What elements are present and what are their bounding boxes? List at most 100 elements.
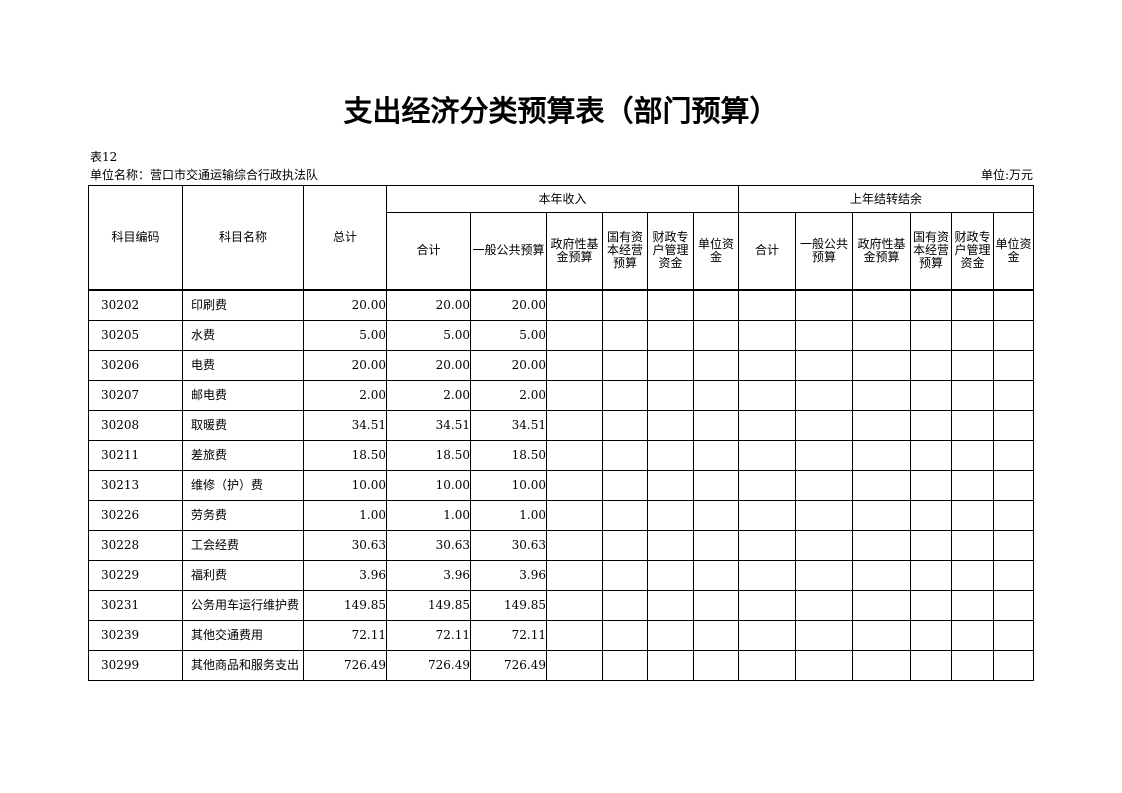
cell-empty xyxy=(795,499,853,531)
cell-empty xyxy=(693,288,739,321)
table-row: 30299 其他商品和服务支出 726.49 726.49 726.49 xyxy=(88,649,1034,681)
cell-empty xyxy=(693,439,739,471)
cell-empty xyxy=(546,619,603,651)
subheader-g1-5: 单位资金 xyxy=(693,212,739,290)
cell-name: 取暖费 xyxy=(182,409,304,441)
cell-empty xyxy=(993,379,1034,411)
cell-total: 34.51 xyxy=(303,409,387,441)
cell-empty xyxy=(647,288,694,321)
table-row: 30211 差旅费 18.50 18.50 18.50 xyxy=(88,439,1034,471)
cell-empty xyxy=(951,379,994,411)
table-row: 30231 公务用车运行维护费 149.85 149.85 149.85 xyxy=(88,589,1034,621)
page-title: 支出经济分类预算表（部门预算） xyxy=(343,94,779,128)
cell-empty xyxy=(602,379,648,411)
cell-code: 30205 xyxy=(88,319,183,351)
cell-empty xyxy=(993,559,1034,591)
cell-empty xyxy=(951,649,994,681)
money-unit: 单位:万元 xyxy=(980,168,1033,182)
cell-empty xyxy=(647,469,694,501)
cell-sum: 1.00 xyxy=(386,499,471,531)
cell-empty xyxy=(852,409,911,441)
cell-empty xyxy=(602,529,648,561)
cell-total: 2.00 xyxy=(303,379,387,411)
cell-empty xyxy=(993,439,1034,471)
cell-name: 公务用车运行维护费 xyxy=(182,589,304,621)
table-row: 30206 电费 20.00 20.00 20.00 xyxy=(88,349,1034,381)
cell-total: 20.00 xyxy=(303,288,387,321)
cell-empty xyxy=(738,559,796,591)
cell-sum: 3.96 xyxy=(386,559,471,591)
cell-empty xyxy=(795,529,853,561)
cell-code: 30229 xyxy=(88,559,183,591)
cell-empty xyxy=(993,619,1034,651)
cell-total: 20.00 xyxy=(303,349,387,381)
cell-empty xyxy=(795,379,853,411)
cell-empty xyxy=(546,469,603,501)
cell-sum: 5.00 xyxy=(386,319,471,351)
cell-empty xyxy=(693,619,739,651)
subheader-g1-1: 一般公共预算 xyxy=(470,212,547,290)
cell-sum: 2.00 xyxy=(386,379,471,411)
cell-empty xyxy=(993,649,1034,681)
cell-general: 20.00 xyxy=(470,288,547,321)
cell-empty xyxy=(951,319,994,351)
subheader-g2-5: 单位资金 xyxy=(993,212,1034,290)
cell-empty xyxy=(647,409,694,441)
cell-empty xyxy=(602,559,648,591)
cell-empty xyxy=(910,319,952,351)
cell-empty xyxy=(910,288,952,321)
cell-empty xyxy=(795,469,853,501)
cell-empty xyxy=(852,649,911,681)
cell-empty xyxy=(738,319,796,351)
cell-name: 其他商品和服务支出 xyxy=(182,649,304,681)
table-row: 30205 水费 5.00 5.00 5.00 xyxy=(88,319,1034,351)
cell-code: 30206 xyxy=(88,349,183,381)
cell-sum: 34.51 xyxy=(386,409,471,441)
cell-empty xyxy=(795,589,853,621)
cell-empty xyxy=(738,529,796,561)
cell-empty xyxy=(693,649,739,681)
cell-name: 维修（护）费 xyxy=(182,469,304,501)
cell-empty xyxy=(738,288,796,321)
cell-empty xyxy=(693,469,739,501)
table-row: 30213 维修（护）费 10.00 10.00 10.00 xyxy=(88,469,1034,501)
cell-empty xyxy=(795,319,853,351)
cell-empty xyxy=(546,559,603,591)
cell-empty xyxy=(852,439,911,471)
cell-name: 电费 xyxy=(182,349,304,381)
cell-name: 福利费 xyxy=(182,559,304,591)
subheader-g2-4: 财政专户管理资金 xyxy=(951,212,994,290)
cell-empty xyxy=(738,379,796,411)
cell-empty xyxy=(602,439,648,471)
cell-empty xyxy=(647,529,694,561)
cell-empty xyxy=(647,499,694,531)
cell-sum: 726.49 xyxy=(386,649,471,681)
cell-empty xyxy=(795,409,853,441)
cell-empty xyxy=(602,319,648,351)
cell-total: 18.50 xyxy=(303,439,387,471)
table-row: 30208 取暖费 34.51 34.51 34.51 xyxy=(88,409,1034,441)
table-number: 表12 xyxy=(90,150,118,164)
cell-empty xyxy=(693,499,739,531)
cell-general: 726.49 xyxy=(470,649,547,681)
cell-empty xyxy=(852,349,911,381)
cell-empty xyxy=(852,499,911,531)
cell-sum: 72.11 xyxy=(386,619,471,651)
cell-empty xyxy=(852,288,911,321)
unit-name: 单位名称：营口市交通运输综合行政执法队 xyxy=(90,168,319,182)
cell-empty xyxy=(647,379,694,411)
cell-empty xyxy=(993,529,1034,561)
subheader-g1-2: 政府性基金预算 xyxy=(546,212,603,290)
cell-empty xyxy=(693,529,739,561)
cell-empty xyxy=(852,319,911,351)
cell-empty xyxy=(693,409,739,441)
cell-code: 30299 xyxy=(88,649,183,681)
cell-empty xyxy=(546,319,603,351)
cell-general: 30.63 xyxy=(470,529,547,561)
cell-total: 10.00 xyxy=(303,469,387,501)
cell-name: 水费 xyxy=(182,319,304,351)
table-row: 30228 工会经费 30.63 30.63 30.63 xyxy=(88,529,1034,561)
cell-empty xyxy=(795,439,853,471)
cell-empty xyxy=(546,439,603,471)
cell-empty xyxy=(693,379,739,411)
